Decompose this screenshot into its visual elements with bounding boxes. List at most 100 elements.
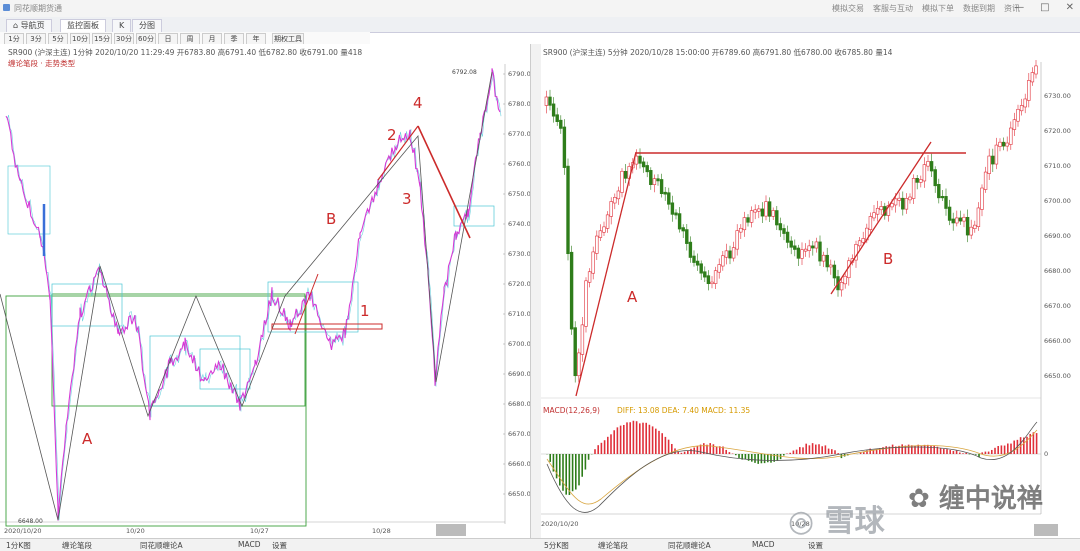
candle <box>566 165 570 255</box>
candle <box>562 126 567 168</box>
candle <box>609 201 613 217</box>
candle <box>955 217 959 224</box>
candle <box>775 210 779 226</box>
right-scroll-thumb[interactable] <box>1034 524 1058 536</box>
candle <box>818 241 822 262</box>
candle <box>620 170 624 193</box>
tab-k[interactable]: K <box>112 19 132 32</box>
sub-pivot-box <box>453 205 495 227</box>
left-chart-panel[interactable]: SR900 (沪深主连) 1分钟 2020/10/20 11:29:49 开67… <box>0 44 535 538</box>
left-chart-canvas[interactable]: 6790.00 6780.00 6770.00 6760.00 6750.00 6740.… <box>0 44 535 538</box>
candle <box>735 230 739 250</box>
left-bottom-tab[interactable]: MACD <box>238 540 261 549</box>
right-bottom-tab[interactable]: 5分K图 <box>544 541 569 550</box>
left-bottom-tab[interactable]: 同花顺缠论A <box>140 541 183 550</box>
price-line <box>5 68 501 521</box>
candle <box>760 208 765 217</box>
candle <box>857 240 862 247</box>
candle <box>670 202 675 215</box>
candle <box>724 250 729 258</box>
candle <box>872 212 876 219</box>
annotation-line <box>417 125 471 239</box>
left-bottom-tab[interactable]: 设置 <box>272 541 287 550</box>
right-bottom-tab[interactable]: 同花顺缠论A <box>668 541 711 550</box>
candle <box>717 264 721 273</box>
candle <box>969 226 973 236</box>
y-tick-label: 6730.00 <box>1044 92 1071 100</box>
candle <box>634 155 639 165</box>
sub-pivot-box <box>199 348 251 390</box>
tab-monitor[interactable]: 监控面板 <box>60 19 106 32</box>
annotation-label: 2 <box>387 126 397 144</box>
menu-item[interactable]: 模拟下单 <box>922 4 954 13</box>
tab-split[interactable]: 分图 <box>132 19 162 32</box>
candle <box>1016 108 1020 122</box>
annotation-label: 4 <box>413 94 423 112</box>
candle <box>832 264 837 279</box>
candle <box>1012 119 1017 130</box>
minimize-button[interactable]: — <box>1014 2 1025 13</box>
annotation-label: 3 <box>402 190 412 208</box>
candle <box>962 216 966 222</box>
candle <box>555 114 559 122</box>
annotation-line <box>830 141 932 295</box>
diff-line <box>546 421 1038 513</box>
pivot-box <box>5 295 307 527</box>
candle <box>868 216 873 230</box>
y-tick-label: 6660.00 <box>508 460 535 468</box>
candle <box>595 235 599 254</box>
candle <box>598 230 603 238</box>
candle <box>825 254 829 268</box>
candle <box>854 244 858 261</box>
candle <box>746 217 750 223</box>
maximize-button[interactable]: □ <box>1040 2 1050 13</box>
period-year[interactable]: 年 <box>246 33 266 45</box>
candle <box>692 255 696 263</box>
menu-item[interactable]: 模拟交易 <box>832 4 864 13</box>
right-bottom-tab[interactable]: 缠论笔段 <box>598 541 628 550</box>
y-tick-label: 6690.00 <box>508 370 535 378</box>
candle <box>764 201 768 217</box>
window-controls: — □ ✕ <box>1014 2 1074 13</box>
candle <box>1030 72 1035 83</box>
candle <box>789 240 793 248</box>
candle <box>1019 105 1024 112</box>
menu-item[interactable]: 客服与互动 <box>873 4 913 13</box>
menu-item[interactable]: 数据到期 <box>963 4 995 13</box>
candle <box>940 196 945 199</box>
candle <box>901 197 905 210</box>
wechat-icon: ✿ <box>908 484 939 514</box>
candle <box>965 216 970 236</box>
candle <box>904 198 909 210</box>
candle <box>983 171 988 190</box>
candle <box>778 223 783 231</box>
candle <box>767 201 772 217</box>
x-tick-label: 10/28 <box>791 520 810 528</box>
candle <box>577 352 581 377</box>
left-bottom-tab[interactable]: 1分K图 <box>6 541 31 550</box>
right-chart-panel[interactable]: SR900 (沪深主连) 5分钟 2020/10/28 15:00:00 开67… <box>541 44 1080 538</box>
right-chart-canvas[interactable]: 6730.00 6720.00 6710.00 6700.00 6690.00 6680.… <box>541 44 1080 538</box>
candle <box>829 264 833 268</box>
annotation-line <box>575 151 637 397</box>
candle <box>958 217 963 222</box>
menu-item[interactable]: 资讯 <box>1004 4 1020 13</box>
candle <box>973 224 977 229</box>
right-bottom-tab[interactable]: MACD <box>752 540 775 549</box>
close-button[interactable]: ✕ <box>1065 2 1074 13</box>
tab-home[interactable]: ⌂ 导航页 <box>6 19 52 32</box>
app-icon <box>3 4 10 11</box>
candle <box>695 260 700 266</box>
left-scroll-thumb[interactable] <box>436 524 466 536</box>
annotation-label: A <box>82 430 93 448</box>
candle <box>645 165 649 173</box>
candle <box>782 228 786 234</box>
candle <box>681 227 685 232</box>
right-bottom-tab[interactable]: 设置 <box>808 541 823 550</box>
right-chart-header: SR900 (沪深主连) 5分钟 2020/10/28 15:00:00 开67… <box>543 48 893 57</box>
left-bottom-tab[interactable]: 缠论笔段 <box>62 541 92 550</box>
y-tick-label: 6760.00 <box>508 160 535 168</box>
candle <box>674 212 678 216</box>
title-bar: 同花顺期货通 模拟交易 客服与互动 模拟下单 数据到期 资讯 — □ ✕ <box>0 0 1080 18</box>
candle <box>641 161 646 168</box>
